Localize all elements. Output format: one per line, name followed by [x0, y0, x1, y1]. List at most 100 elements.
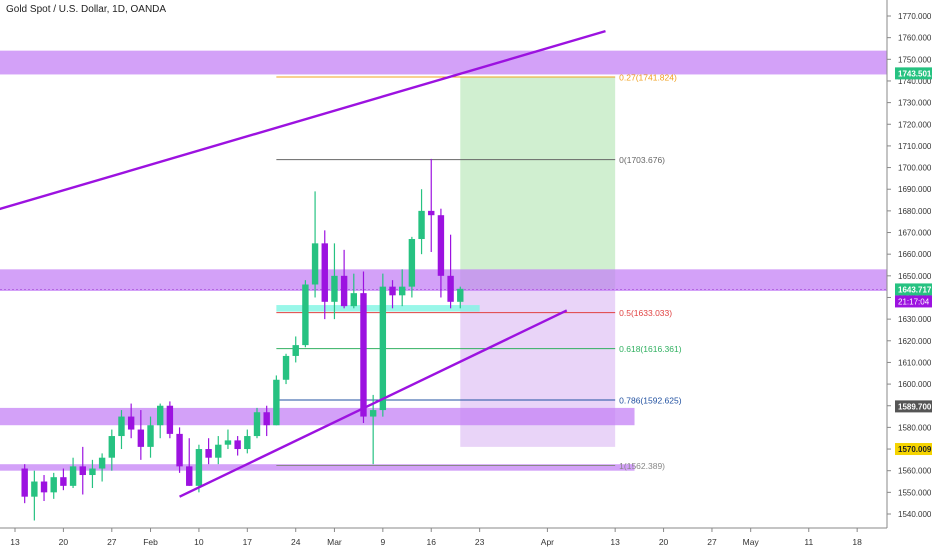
candle-body [389, 286, 396, 296]
candle-body [418, 210, 425, 240]
x-tick-label-0: 13 [10, 537, 20, 547]
candle-42 [428, 158, 435, 253]
candle-body [215, 444, 222, 458]
candle-body [350, 293, 357, 307]
candle-body [428, 210, 435, 216]
price-tag-1 [895, 283, 932, 296]
y-tick-label-16: 1700.000 [898, 164, 932, 173]
candle-44 [447, 234, 454, 309]
candle-13 [147, 416, 154, 458]
candle-body [137, 429, 145, 447]
candle-body [108, 436, 115, 458]
candle-40 [408, 236, 416, 298]
zone-1 [0, 269, 887, 291]
zone-3 [0, 464, 635, 471]
candle-body [253, 412, 261, 437]
candle-19 [205, 438, 212, 465]
candle-body [437, 215, 445, 276]
candle-38 [389, 280, 396, 309]
y-tick-label-23: 1770.000 [898, 12, 932, 21]
candle-4 [60, 468, 67, 491]
candle-body [408, 239, 416, 287]
candle-32 [331, 243, 338, 320]
candle-16 [176, 427, 183, 473]
fib-label-1: 0(1703.676) [619, 155, 665, 165]
candle-36 [369, 394, 377, 465]
candle-39 [399, 269, 406, 307]
candle-body [195, 449, 203, 486]
candle-body [379, 286, 387, 411]
candle-15 [166, 401, 174, 439]
candle-body [79, 466, 86, 476]
candle-24 [253, 407, 261, 439]
fib-label-3: 0.618(1616.361) [619, 344, 682, 354]
candle-body [263, 412, 270, 426]
candle-25 [263, 405, 270, 437]
y-tick-label-4: 1580.000 [898, 423, 932, 432]
candle-12 [137, 410, 145, 460]
candle-body [369, 410, 377, 417]
x-tick-label-16: 11 [804, 537, 813, 547]
y-tick-label-14: 1680.000 [898, 207, 932, 216]
candle-35 [360, 271, 367, 424]
candle-body [224, 440, 232, 445]
y-tick-label-9: 1630.000 [898, 315, 932, 324]
candle-18 [195, 444, 203, 493]
x-tick-label-15: May [743, 537, 760, 547]
chart-title: Gold Spot / U.S. Dollar, 1D, OANDA [6, 4, 167, 15]
candle-body [244, 436, 251, 450]
candle-body [292, 345, 299, 356]
candle-body [321, 243, 328, 302]
price-tag-label-3: 1570.009 [898, 445, 932, 454]
y-tick-label-12: 1660.000 [898, 250, 932, 259]
candle-34 [350, 273, 357, 309]
trendline-1 [179, 309, 568, 498]
candle-8 [98, 453, 106, 482]
candle-body [399, 286, 406, 296]
candle-43 [437, 208, 445, 298]
candle-body [118, 416, 125, 437]
candle-body [282, 355, 290, 380]
x-tick-label-7: Mar [327, 537, 342, 547]
y-tick-label-6: 1600.000 [898, 380, 932, 389]
candle-body [157, 405, 164, 426]
candle-20 [215, 436, 222, 465]
candle-9 [108, 429, 115, 471]
price-tag-3 [895, 443, 932, 456]
zone-4 [276, 305, 480, 312]
price-tag-label-0: 1743.501 [898, 70, 932, 79]
y-tick-label-17: 1710.000 [898, 142, 932, 151]
candle-body [50, 477, 57, 493]
candle-10 [118, 410, 125, 450]
candle-body [311, 243, 319, 285]
candle-31 [321, 230, 328, 320]
countdown-tag [895, 295, 932, 308]
y-tick-label-13: 1670.000 [898, 229, 932, 238]
x-tick-label-14: 27 [707, 537, 717, 547]
x-tick-label-2: 27 [107, 537, 117, 547]
candle-body [176, 433, 183, 467]
candle-2 [40, 475, 48, 502]
candle-body [40, 481, 48, 493]
y-tick-label-1: 1550.000 [898, 488, 932, 497]
countdown-label: 21:17:04 [898, 298, 930, 307]
candle-body [186, 466, 193, 486]
candle-body [147, 425, 154, 447]
x-tick-label-4: 10 [194, 537, 204, 547]
x-tick-label-8: 9 [380, 537, 385, 547]
y-tick-label-8: 1620.000 [898, 337, 932, 346]
trendline-0 [0, 30, 606, 211]
fib-label-5: 1(1562.389) [619, 461, 665, 471]
candle-body [31, 481, 38, 497]
position-target-box [460, 76, 616, 290]
candle-33 [340, 249, 348, 309]
candle-body [60, 477, 67, 486]
x-tick-label-6: 24 [291, 537, 301, 547]
candle-body [273, 379, 280, 426]
fib-label-4: 0.786(1592.625) [619, 396, 682, 406]
candle-body [302, 284, 309, 346]
price-tag-2 [895, 400, 932, 413]
candle-14 [157, 403, 164, 439]
